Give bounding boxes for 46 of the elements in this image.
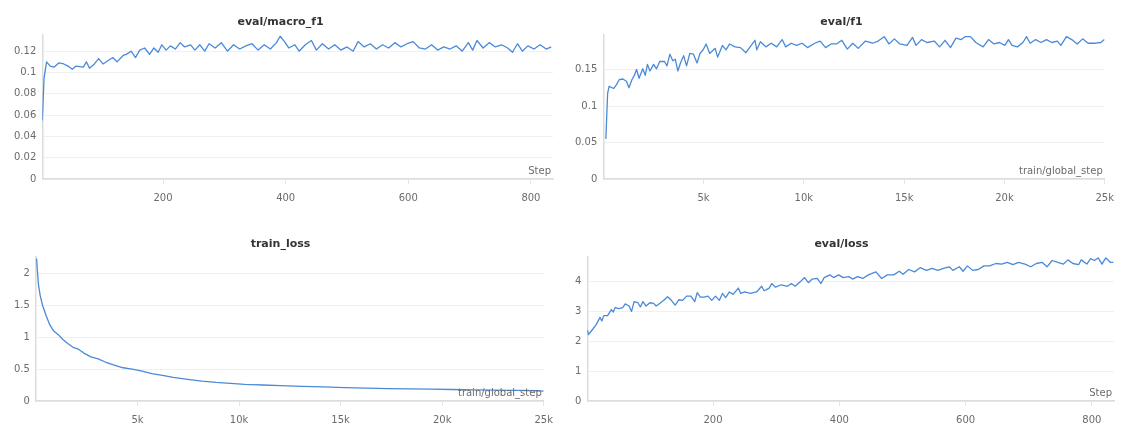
x-tick-label: 5k (131, 413, 144, 425)
x-tick-label: 20k (432, 413, 452, 425)
y-tick-label: 0.1 (581, 99, 598, 111)
y-tick-label: 3 (574, 304, 582, 316)
x-tick-label: 600 (956, 413, 976, 425)
x-tick-label: 800 (1082, 413, 1102, 425)
y-tick-label: 0.05 (575, 136, 598, 148)
x-tick-label: 20k (995, 191, 1014, 203)
x-tick-label: 15k (331, 413, 351, 425)
y-tick-label: 2 (574, 334, 582, 346)
x-tick-label: 10k (794, 191, 814, 203)
y-tick-label: 0 (590, 172, 598, 184)
x-axis-title: Step (1089, 386, 1112, 398)
x-tick-label: 600 (398, 191, 418, 203)
y-tick-label: 0.08 (14, 87, 37, 99)
x-tick-label: 400 (829, 413, 849, 425)
x-tick-label: 200 (153, 191, 173, 203)
chart-title: train_loss (250, 237, 311, 251)
y-tick-label: 2 (23, 266, 30, 278)
y-tick-label: 1 (23, 330, 30, 342)
y-tick-label: 0.02 (14, 151, 37, 163)
y-tick-label: 1.5 (14, 298, 30, 310)
y-tick-label: 0.04 (14, 129, 37, 141)
x-tick-label: 800 (521, 191, 541, 203)
y-tick-label: 0.06 (14, 108, 37, 120)
y-tick-label: 0 (29, 172, 37, 184)
x-tick-label: 25k (534, 413, 554, 425)
chart-title: eval/f1 (820, 15, 863, 29)
y-tick-label: 4 (574, 274, 582, 286)
y-tick-label: 0.1 (20, 66, 37, 78)
x-tick-label: 10k (229, 413, 249, 425)
x-tick-label: 25k (1095, 191, 1115, 203)
x-axis-title: train/global_step (1018, 164, 1103, 177)
y-tick-label: 0.15 (575, 63, 598, 75)
x-tick-label: 200 (703, 413, 723, 425)
y-tick-label: 0 (23, 394, 30, 406)
chart-title: eval/macro_f1 (237, 15, 324, 29)
y-tick-label: 0 (574, 394, 582, 406)
x-axis-title: Step (528, 164, 551, 176)
x-tick-label: 400 (276, 191, 296, 203)
x-tick-label: 5k (697, 191, 710, 203)
y-tick-label: 1 (574, 364, 582, 376)
y-tick-label: 0.5 (14, 362, 30, 374)
chart-title: eval/loss (814, 237, 870, 251)
y-tick-label: 0.12 (14, 44, 37, 56)
x-tick-label: 15k (894, 191, 914, 203)
